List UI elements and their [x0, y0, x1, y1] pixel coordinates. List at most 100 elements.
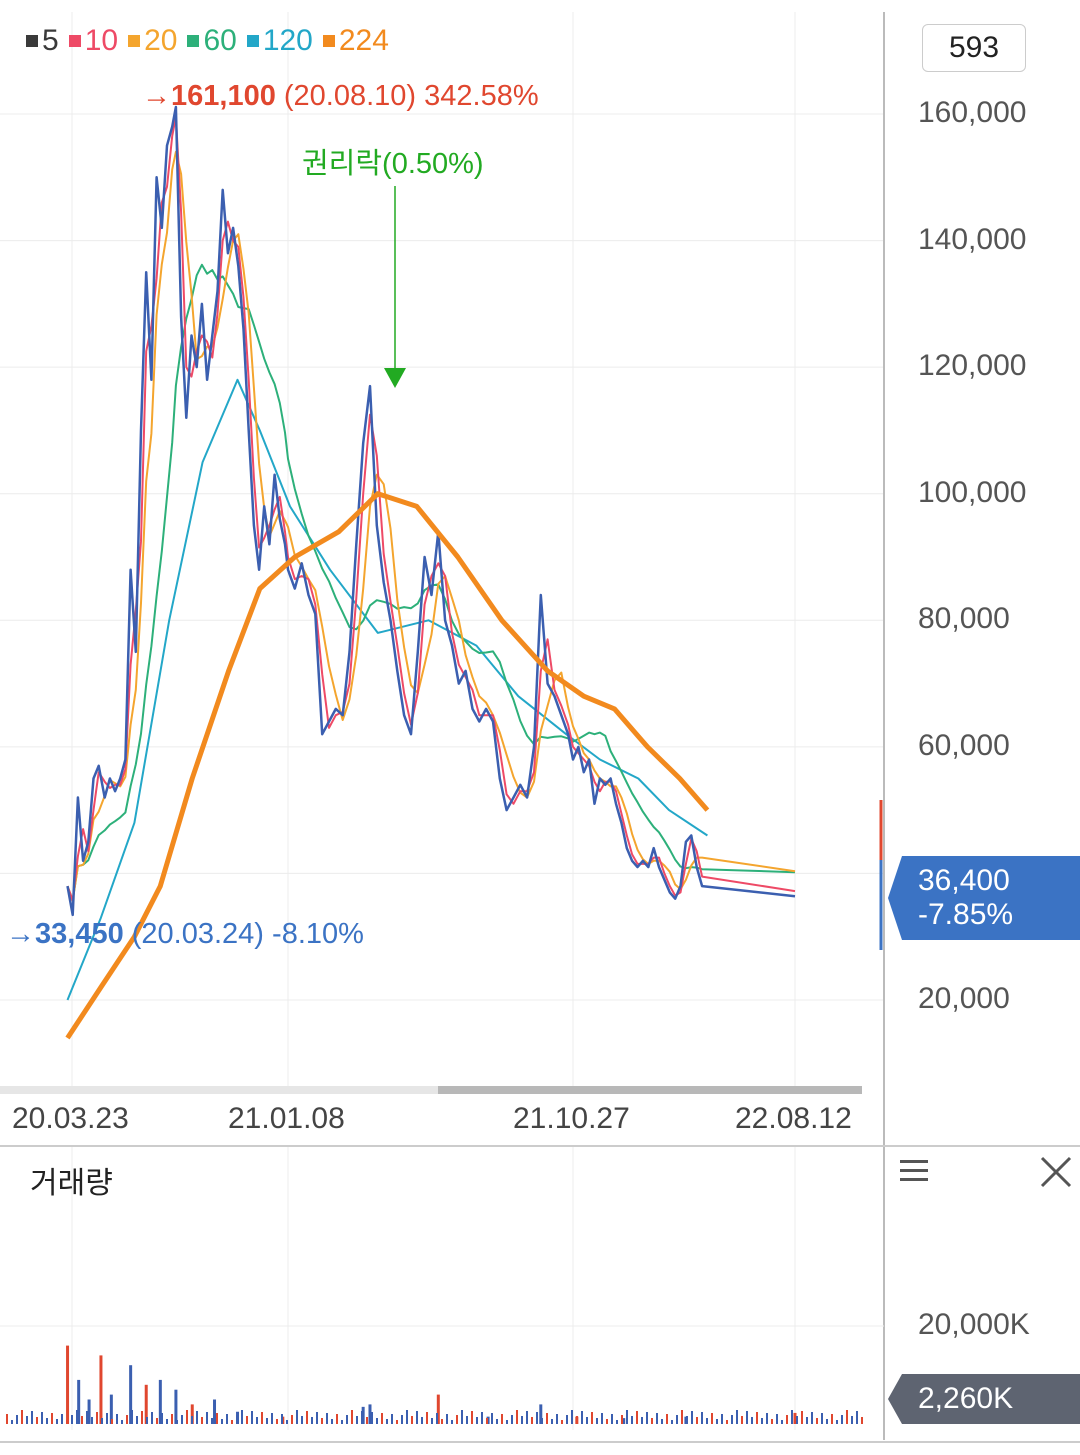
volume-y-tick: 20,000K: [918, 1308, 1030, 1341]
volume-bar-small: [76, 1410, 78, 1424]
volume-bar-small: [96, 1412, 98, 1424]
scroll-track: [0, 1086, 862, 1094]
volume-bar-small: [136, 1416, 138, 1424]
volume-bar-small: [286, 1420, 288, 1424]
volume-bar-small: [611, 1414, 613, 1424]
legend-item-10[interactable]: 10: [68, 24, 118, 58]
ma224-line: [65, 491, 710, 1040]
low-annotation: →33,450 (20.03.24) -8.10%: [6, 918, 364, 951]
volume-bar-small: [401, 1415, 403, 1424]
volume-bar-small: [406, 1410, 408, 1424]
high-price: 161,100: [171, 80, 276, 112]
volume-bar-small: [301, 1416, 303, 1424]
x-tick-label: 22.08.12: [735, 1102, 852, 1135]
volume-bar-small: [491, 1413, 493, 1424]
volume-bar: [99, 1355, 103, 1424]
volume-bar: [158, 1379, 162, 1424]
legend-item-120[interactable]: 120: [246, 24, 313, 58]
volume-bar-small: [841, 1415, 843, 1424]
low-arrow: →: [6, 918, 35, 950]
volume-bar: [368, 1404, 372, 1424]
volume-bar-small: [416, 1411, 418, 1424]
volume-bar-small: [261, 1412, 263, 1424]
menu-icon[interactable]: [898, 1156, 934, 1186]
volume-bar: [109, 1394, 113, 1424]
volume-bar-small: [216, 1413, 218, 1424]
volume-bar-small: [386, 1419, 388, 1424]
volume-bar-small: [131, 1410, 133, 1424]
volume-bar: [77, 1379, 81, 1424]
x-tick-label: 21.10.27: [513, 1102, 630, 1135]
volume-bar-small: [636, 1411, 638, 1424]
event-arrow-head: [384, 368, 406, 388]
high-pct: 342.58%: [424, 80, 539, 112]
volume-bar: [190, 1404, 194, 1424]
volume-bar-small: [221, 1419, 223, 1424]
volume-bar-small: [66, 1420, 68, 1424]
volume-bar-small: [296, 1410, 298, 1424]
volume-bar-small: [691, 1411, 693, 1424]
volume-bar-small: [571, 1410, 573, 1424]
volume-bar-small: [156, 1418, 158, 1424]
volume-bar-small: [761, 1418, 763, 1424]
volume-bar-small: [721, 1414, 723, 1424]
volume-bar-small: [481, 1412, 483, 1424]
ma60-line: [66, 263, 796, 902]
volume-bar-small: [311, 1417, 313, 1424]
y-tick-label: 160,000: [918, 96, 1027, 129]
volume-bar-small: [411, 1416, 413, 1424]
volume-bar-small: [111, 1419, 113, 1424]
volume-bar-small: [586, 1417, 588, 1424]
close-icon[interactable]: [1036, 1152, 1076, 1192]
volume-bar-small: [451, 1420, 453, 1424]
volume-bar-small: [846, 1410, 848, 1424]
volume-bar-small: [341, 1420, 343, 1424]
legend-swatch: [128, 35, 141, 47]
volume-bar-small: [786, 1415, 788, 1424]
volume-bar-small: [711, 1413, 713, 1424]
volume-bar-small: [596, 1418, 598, 1424]
legend-item-20[interactable]: 20: [128, 24, 177, 58]
volume-bar-small: [241, 1410, 243, 1424]
volume-bar: [793, 1412, 797, 1424]
volume-bar-small: [366, 1417, 368, 1424]
volume-bar: [129, 1365, 133, 1424]
volume-bar-small: [371, 1412, 373, 1424]
volume-bar-small: [836, 1420, 838, 1424]
volume-bar-small: [11, 1420, 13, 1424]
volume-bar: [66, 1345, 70, 1424]
legend-swatch: [68, 35, 81, 47]
volume-bar-small: [801, 1411, 803, 1424]
current-price-tag: 36,400 -7.85%: [888, 856, 1080, 940]
volume-bar-small: [16, 1415, 18, 1424]
volume-bar: [539, 1404, 543, 1424]
volume-bar-small: [506, 1420, 508, 1424]
legend-label: 5: [42, 24, 59, 57]
volume-bar-small: [601, 1413, 603, 1424]
volume-bar-small: [306, 1411, 308, 1424]
volume-bar-small: [346, 1415, 348, 1424]
legend-item-5[interactable]: 5: [26, 24, 59, 58]
legend-swatch: [187, 35, 200, 47]
price-line: [66, 105, 796, 917]
volume-bar-small: [771, 1419, 773, 1424]
volume-bar-small: [81, 1416, 83, 1424]
legend-item-224[interactable]: 224: [322, 24, 389, 58]
volume-title: 거래량: [30, 1167, 113, 1200]
volume-bar-small: [201, 1417, 203, 1424]
volume-bar-small: [591, 1412, 593, 1424]
scrollbar-thumb: [438, 1086, 862, 1094]
volume-bar-small: [101, 1418, 103, 1424]
legend-label: 60: [203, 24, 237, 57]
x-tick-label: 20.03.23: [12, 1102, 129, 1135]
count-box[interactable]: 593: [922, 24, 1026, 72]
low-price: 33,450: [35, 918, 124, 950]
volume-bar: [213, 1399, 217, 1424]
legend-item-60[interactable]: 60: [187, 24, 237, 58]
volume-bar-small: [321, 1418, 323, 1424]
volume-bar-small: [556, 1414, 558, 1424]
volume-bar-small: [176, 1420, 178, 1424]
volume-bar-small: [851, 1416, 853, 1424]
volume-bar-small: [446, 1414, 448, 1424]
volume-bar-small: [171, 1414, 173, 1424]
